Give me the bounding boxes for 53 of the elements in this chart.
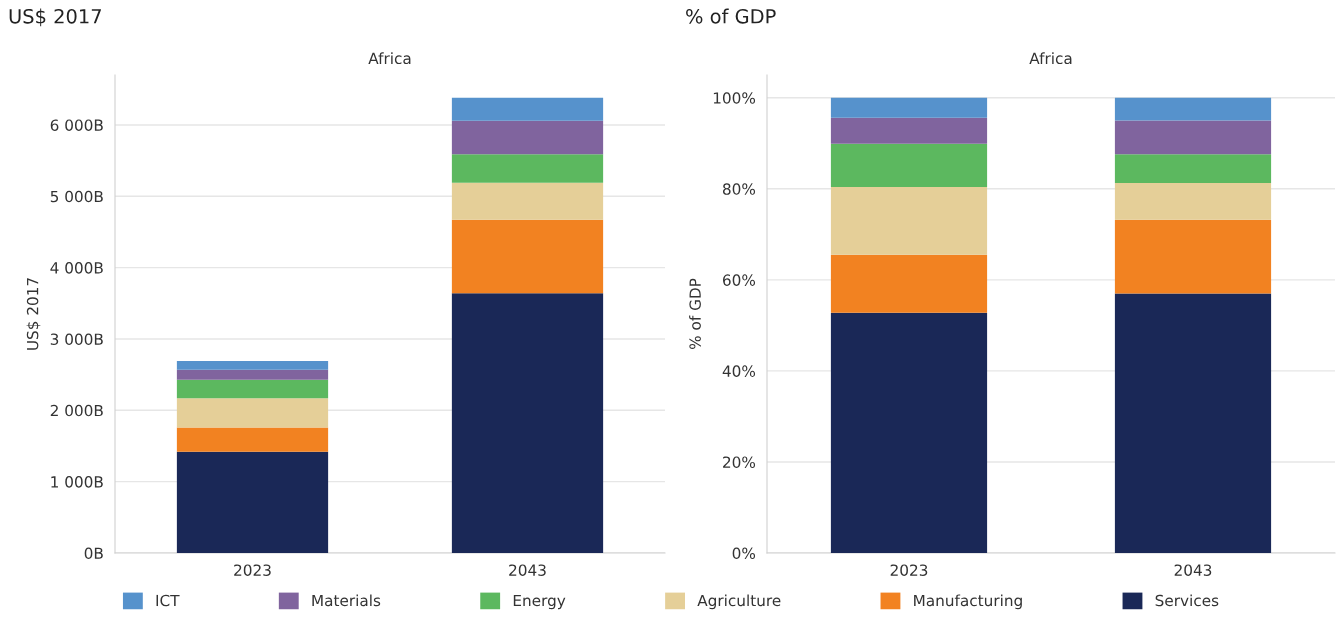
y-tick-label: 100% bbox=[713, 92, 756, 104]
y-tick-label: 60% bbox=[723, 274, 756, 286]
bar bbox=[830, 186, 988, 255]
y-tick-label: 3 000B bbox=[50, 333, 103, 345]
legend-label: Materials bbox=[312, 594, 381, 607]
bar bbox=[451, 154, 604, 183]
y-tick-label: 1 000B bbox=[51, 476, 103, 488]
bar bbox=[451, 182, 604, 220]
x-tick-label: 2023 bbox=[234, 564, 271, 576]
bar bbox=[830, 254, 988, 313]
y-tick-label: 5 000B bbox=[50, 190, 103, 203]
y-tick-label: 6 000B bbox=[50, 119, 103, 131]
bar bbox=[830, 312, 988, 553]
bar bbox=[176, 361, 329, 370]
y-tick-label: 0% bbox=[732, 547, 756, 560]
y-tick-label: 20% bbox=[723, 456, 756, 468]
chart-subtitle: Africa bbox=[1029, 52, 1072, 65]
bar bbox=[176, 427, 329, 452]
legend-label: Energy bbox=[513, 594, 566, 610]
x-tick-label: 2023 bbox=[890, 564, 928, 576]
x-tick-label: 2043 bbox=[1174, 564, 1212, 576]
bar bbox=[176, 451, 329, 553]
y-tick-label: 80% bbox=[722, 183, 756, 195]
bar bbox=[451, 120, 604, 155]
y-axis-title: % of GDP bbox=[689, 278, 701, 350]
legend-label: Manufacturing bbox=[914, 594, 1022, 610]
bar bbox=[451, 219, 604, 294]
bar bbox=[1114, 154, 1272, 183]
y-tick-label: 40% bbox=[722, 365, 756, 377]
bar bbox=[176, 379, 329, 399]
legend-label: Agriculture bbox=[697, 594, 781, 610]
x-tick-label: 2043 bbox=[509, 564, 546, 576]
chart-subtitle: Africa bbox=[368, 52, 411, 65]
bar bbox=[830, 117, 988, 144]
legend-label: ICT bbox=[156, 594, 180, 607]
bar bbox=[1114, 120, 1272, 155]
y-tick-label: 0B bbox=[84, 547, 103, 560]
bar bbox=[1114, 293, 1272, 553]
bar bbox=[451, 293, 604, 553]
y-tick-label: 4 000B bbox=[50, 262, 103, 274]
bar bbox=[830, 97, 988, 118]
bar bbox=[1114, 182, 1272, 220]
y-tick-label: 2 000B bbox=[50, 404, 103, 417]
bar bbox=[830, 143, 988, 187]
legend-label: Services bbox=[1155, 594, 1219, 607]
y-axis-title: US$ 2017 bbox=[26, 278, 41, 350]
bar bbox=[176, 398, 329, 428]
chart-title: US$ 2017 bbox=[9, 8, 101, 27]
chart-title: % of GDP bbox=[686, 8, 776, 24]
bar bbox=[1114, 97, 1272, 121]
bar bbox=[451, 97, 604, 121]
bar bbox=[176, 369, 329, 380]
bar bbox=[1114, 219, 1272, 294]
